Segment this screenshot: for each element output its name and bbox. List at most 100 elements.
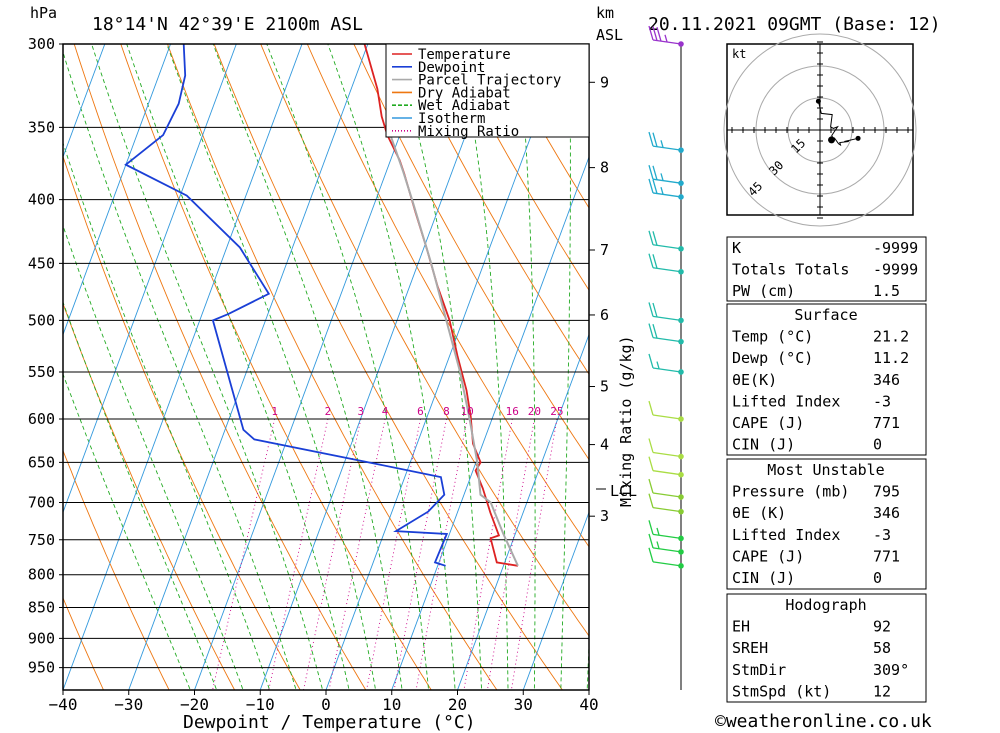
- wind-dot: [678, 471, 684, 478]
- stats-label: θE (K): [732, 504, 786, 522]
- wind-barb-half-feather: [664, 34, 668, 42]
- stats-value: 1.5: [873, 282, 900, 300]
- dry-adiabat: [63, 302, 236, 690]
- mixing-ratio-label: 16: [506, 405, 519, 418]
- mixing-ratio-label: 25: [550, 405, 563, 418]
- pressure-tick-label: 650: [28, 453, 55, 471]
- temperature-tick-label: 40: [579, 695, 598, 714]
- stats-block-title: Surface: [794, 306, 857, 324]
- isotherm: [391, 155, 589, 690]
- mixing-ratio-label: 4: [382, 405, 389, 418]
- pressure-tick-label: 500: [28, 311, 55, 329]
- wind-barb-feather: [652, 179, 658, 194]
- series-parcel-trajectory: [388, 133, 519, 567]
- pressure-tick-label: 850: [28, 599, 55, 617]
- dry-adiabat: [63, 449, 170, 690]
- wet-adiabat: [63, 224, 244, 690]
- mixing-ratio-axis-label: Mixing Ratio (g/kg): [617, 335, 635, 507]
- wind-barb: [648, 400, 682, 420]
- mixing-ratio-label: 2: [325, 405, 332, 418]
- wind-barb-feather: [648, 164, 654, 180]
- wet-adiabat: [517, 44, 536, 690]
- wind-barb-shaft: [652, 145, 682, 151]
- wind-barb-feather: [648, 533, 654, 549]
- stats-label: Dewp (°C): [732, 349, 813, 367]
- wind-barb-shaft: [652, 178, 682, 184]
- wind-barb-feather: [648, 456, 654, 471]
- wind-barb-feather: [648, 547, 654, 563]
- stats-label: Pressure (mb): [732, 483, 849, 501]
- temperature-tick-label: 20: [448, 695, 467, 714]
- mixing-ratio-line: [328, 418, 386, 690]
- legend-entry: Dry Adiabat: [418, 85, 511, 101]
- unit-km-label: km: [596, 4, 614, 22]
- wet-adiabat: [63, 300, 218, 690]
- skewt-plot: 3003504004505005506006507007508008509009…: [28, 35, 609, 714]
- dry-adiabat: [353, 44, 589, 461]
- wind-barb: [648, 323, 682, 343]
- wet-adiabat: [63, 372, 191, 690]
- x-axis-title: Dewpoint / Temperature (°C): [183, 712, 476, 733]
- wind-barb-feather: [648, 131, 654, 147]
- dry-adiabat: [399, 44, 589, 375]
- mixing-ratio-line: [268, 418, 329, 690]
- wind-barb-half-feather: [656, 527, 660, 536]
- pressure-tick-label: 600: [28, 410, 55, 428]
- wind-barb: [648, 302, 682, 322]
- stats-value: -3: [873, 392, 891, 410]
- legend-entry: Temperature: [418, 47, 511, 63]
- wind-barb: [648, 547, 682, 567]
- legend-entry: Dewpoint: [418, 60, 485, 76]
- wet-adiabat: [91, 44, 324, 690]
- wind-barb-feather: [648, 438, 654, 453]
- wind-barb-half-feather: [660, 186, 664, 195]
- wind-barb-feather: [652, 254, 658, 269]
- wind-barb-feather: [648, 302, 654, 317]
- mixing-ratio-label: 1: [271, 405, 278, 418]
- isotherm: [63, 44, 172, 336]
- mixing-ratio-labels: 1 2 3 4 6 8 10 16 20 25: [271, 405, 563, 418]
- wind-barb: [648, 478, 682, 498]
- lcl-label: LCL: [610, 482, 637, 500]
- wind-barb: [648, 164, 682, 184]
- stats-table: K -9999 Totals Totals -9999 PW (cm) 1.5 Surfac…: [726, 236, 927, 703]
- wind-barb: [648, 253, 682, 273]
- stats-block-title: Most Unstable: [767, 461, 884, 479]
- wet-adiabat: [126, 44, 350, 690]
- stats-label: CAPE (J): [732, 547, 804, 565]
- stats-label: Lifted Index: [732, 526, 840, 544]
- legend-entry: Wet Adiabat: [418, 98, 511, 114]
- series-temperature: [363, 44, 519, 567]
- wind-barb: [648, 533, 682, 553]
- stats-label: CIN (J): [732, 436, 795, 454]
- stats-value: 21.2: [873, 328, 909, 346]
- stats-value: 346: [873, 504, 900, 522]
- pressure-tick-label: 800: [28, 566, 55, 584]
- mixing-ratio-line: [366, 418, 421, 690]
- stats-value: 11.2: [873, 349, 909, 367]
- legend-box: [385, 43, 590, 138]
- wind-dot: [678, 508, 684, 515]
- pressure-tick-label: 750: [28, 531, 55, 549]
- wet-adiabat: [63, 141, 271, 690]
- wind-barb-feather: [648, 230, 654, 245]
- legend-entry: Mixing Ratio: [418, 124, 519, 140]
- wind-barb: [648, 353, 682, 373]
- stats-value: 771: [873, 547, 900, 565]
- wind-barb-feather: [648, 520, 654, 535]
- wind-barb: [648, 230, 682, 250]
- pressure-tick-labels: 300 350 400 450 500 550 600 650 700 750 800 850 900 9…: [28, 35, 55, 677]
- stats-value: -3: [873, 526, 891, 544]
- stats-value: 0: [873, 436, 882, 454]
- wind-barb-shaft: [652, 244, 682, 250]
- pressure-tick-label: 300: [28, 35, 55, 53]
- mixing-ratio-label: 20: [528, 405, 541, 418]
- wet-adiabat: [560, 44, 571, 690]
- stats-value: 0: [873, 569, 882, 587]
- wind-barb-shaft: [652, 315, 682, 322]
- km-tick-label: 4: [600, 436, 609, 454]
- wind-barb-half-feather: [656, 541, 660, 549]
- pressure-tick-label: 900: [28, 629, 55, 647]
